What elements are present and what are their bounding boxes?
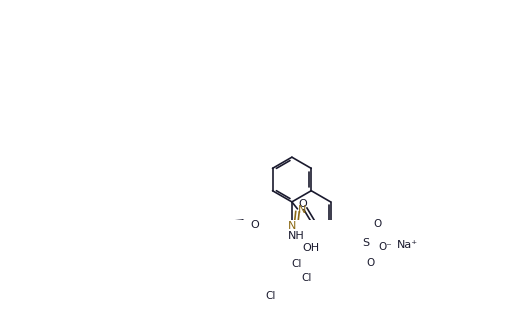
Text: O: O [366,258,374,268]
Text: N: N [288,220,296,231]
Text: O: O [251,220,260,230]
Text: OH: OH [303,243,320,253]
Text: S: S [362,238,370,248]
Text: Cl: Cl [291,259,301,269]
Text: N: N [297,205,306,215]
Text: O⁻: O⁻ [379,242,392,252]
Text: O: O [298,199,307,209]
Text: NH: NH [288,231,305,241]
Text: Na⁺: Na⁺ [398,240,418,250]
Text: O: O [373,219,381,229]
Text: Cl: Cl [302,273,312,283]
Text: Cl: Cl [265,290,276,300]
